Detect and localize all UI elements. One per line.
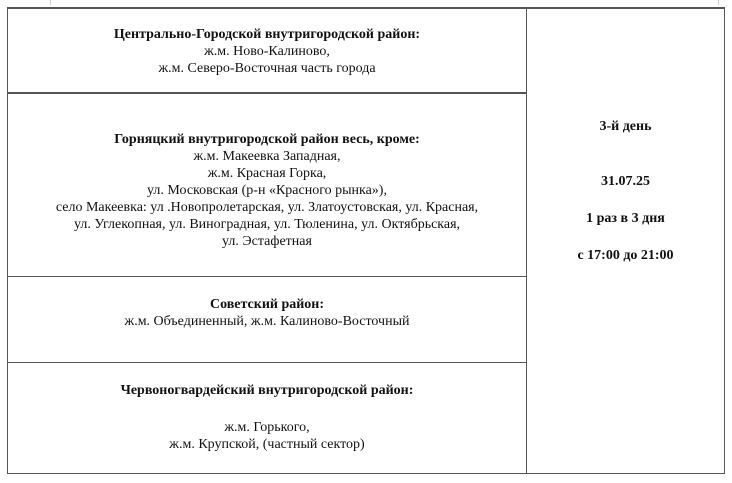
table-border-mid: [526, 7, 527, 474]
district-line: ж.м. Горького,: [224, 420, 310, 435]
district-line: ж.м. Красная Горка,: [207, 166, 327, 181]
district-title: Червоногвардейский внутригородской район…: [120, 383, 414, 398]
table-border-bottom: [7, 473, 725, 474]
schedule-date: 31.07.25: [601, 174, 650, 189]
district-line: ул. Московская (р-н «Красного рынка»),: [147, 183, 387, 198]
table-border-left: [7, 7, 8, 474]
district-line: ж.м. Макеевка Западная,: [193, 149, 341, 164]
district-cell: Советский район: ж.м. Объединенный, ж.м.…: [8, 296, 526, 330]
table-border-right: [724, 7, 725, 474]
district-line: ж.м. Крупской, (частный сектор): [169, 437, 365, 452]
district-line: ул. Эстафетная: [222, 234, 312, 249]
schedule-day: 3-й день: [599, 119, 652, 134]
district-title: Центрально-Городской внутригородской рай…: [113, 27, 421, 42]
schedule-time: с 17:00 до 21:00: [577, 248, 674, 263]
district-line: село Макеевка: ул .Новопролетарская, ул.…: [55, 200, 479, 215]
district-line: ж.м. Объединенный, ж.м. Калиново-Восточн…: [124, 314, 410, 329]
row-divider: [7, 276, 527, 277]
schedule-frequency: 1 раз в 3 дня: [586, 211, 665, 226]
district-line: ж.м. Северо-Восточная часть города: [158, 61, 376, 76]
row-divider: [7, 92, 527, 94]
district-cell: Червоногвардейский внутригородской район…: [8, 382, 526, 453]
row-divider: [7, 362, 527, 363]
district-title: Советский район:: [209, 297, 325, 312]
page-corner-mark: [50, 0, 51, 5]
district-cell: Горняцкий внутригородской район весь, кр…: [8, 131, 526, 250]
district-line: ж.м. Ново-Калиново,: [204, 44, 330, 59]
district-line: ул. Углекопная, ул. Виноградная, ул. Тюл…: [73, 217, 461, 232]
page-corner-mark: [718, 0, 719, 5]
district-title: Горняцкий внутригородской район весь, кр…: [114, 132, 420, 147]
table-border-top: [7, 7, 725, 9]
district-cell: Центрально-Городской внутригородской рай…: [8, 26, 526, 77]
